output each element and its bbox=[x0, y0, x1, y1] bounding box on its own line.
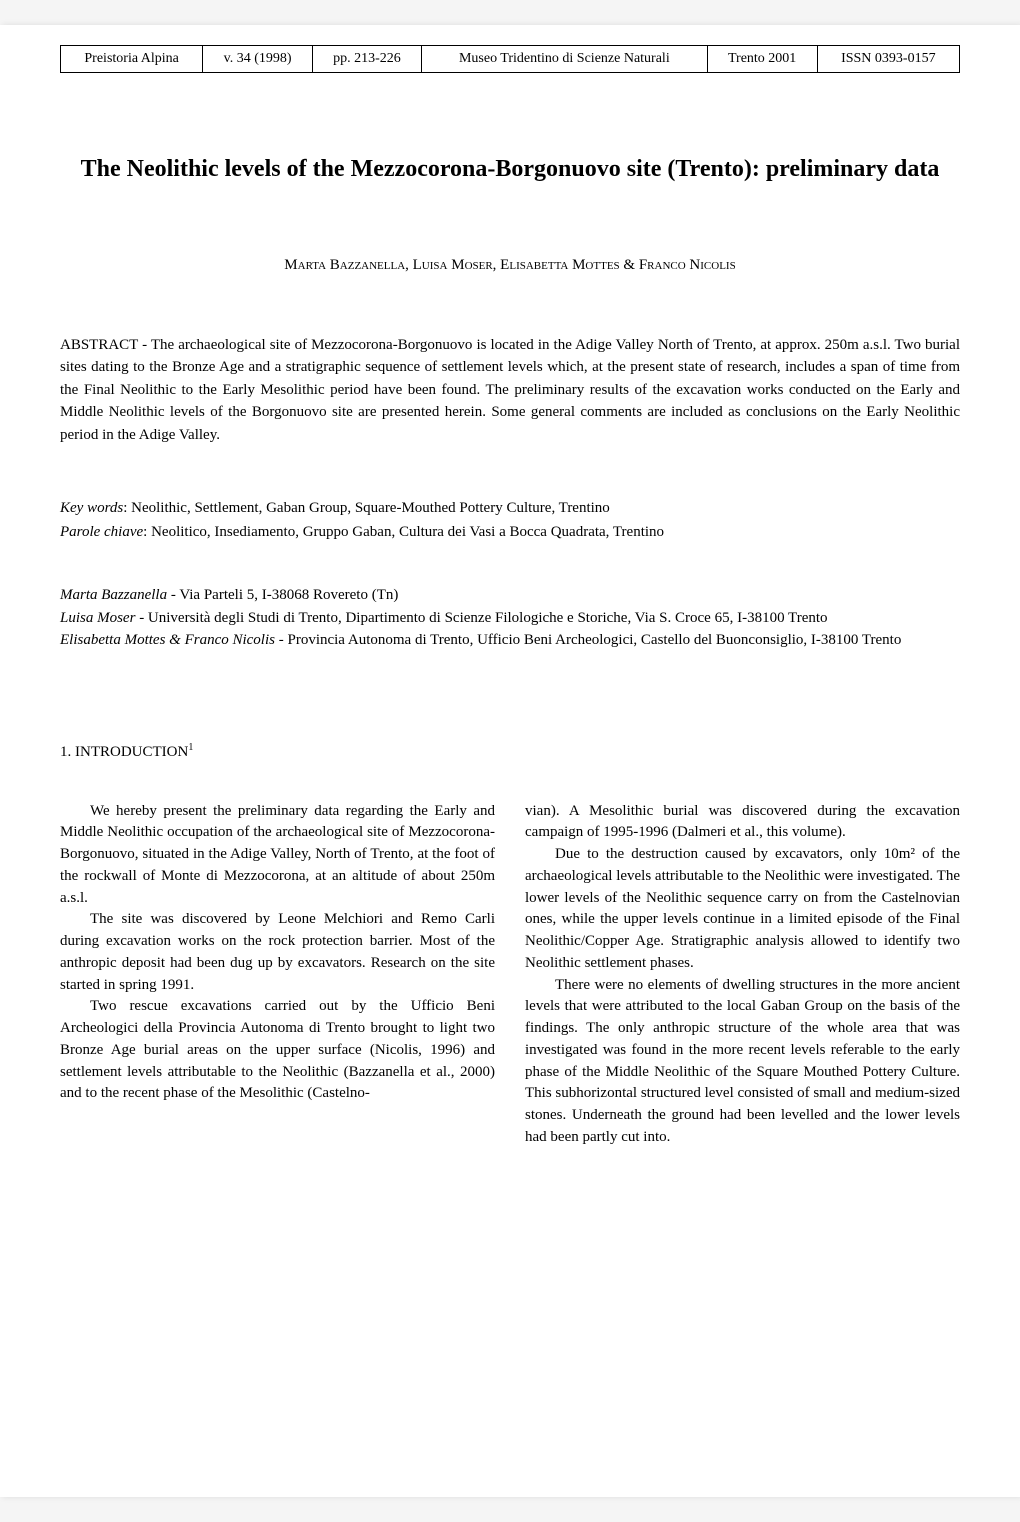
journal-header-table: Preistoria Alpina v. 34 (1998) pp. 213-2… bbox=[60, 45, 960, 73]
article-title: The Neolithic levels of the Mezzocorona-… bbox=[60, 153, 960, 187]
keywords-en-text: : Neolithic, Settlement, Gaban Group, Sq… bbox=[123, 500, 610, 516]
affiliation-text: - Via Parteli 5, I-38068 Rovereto (Tn) bbox=[167, 587, 398, 603]
body-columns: We hereby present the preliminary data r… bbox=[60, 801, 960, 1149]
keywords-block: Key words: Neolithic, Settlement, Gaban … bbox=[60, 496, 960, 544]
journal-cell: Preistoria Alpina bbox=[61, 46, 203, 73]
abstract-label: ABSTRACT - bbox=[60, 337, 151, 353]
authors-line: Marta Bazzanella, Luisa Moser, Elisabett… bbox=[60, 257, 960, 274]
affiliation-name: Elisabetta Mottes & Franco Nicolis bbox=[60, 632, 275, 648]
body-paragraph: Two rescue excavations carried out by th… bbox=[60, 996, 495, 1105]
pages-cell: pp. 213-226 bbox=[312, 46, 421, 73]
affiliation-name: Luisa Moser bbox=[60, 610, 135, 626]
section-heading: 1. INTRODUCTION1 bbox=[60, 742, 960, 761]
affiliation-row: Elisabetta Mottes & Franco Nicolis - Pro… bbox=[60, 629, 960, 652]
affiliation-text: - Università degli Studi di Trento, Dipa… bbox=[135, 610, 827, 626]
page-container: Preistoria Alpina v. 34 (1998) pp. 213-2… bbox=[0, 25, 1020, 1497]
body-paragraph: vian). A Mesolithic burial was discovere… bbox=[525, 801, 960, 845]
keywords-it-text: : Neolitico, Insediamento, Gruppo Gaban,… bbox=[143, 524, 664, 540]
issn-cell: ISSN 0393-0157 bbox=[817, 46, 959, 73]
affiliations-block: Marta Bazzanella - Via Parteli 5, I-3806… bbox=[60, 584, 960, 652]
section-number-title: 1. INTRODUCTION bbox=[60, 744, 188, 760]
right-column: vian). A Mesolithic burial was discovere… bbox=[525, 801, 960, 1149]
keywords-it-label: Parole chiave bbox=[60, 524, 143, 540]
affiliation-name: Marta Bazzanella bbox=[60, 587, 167, 603]
keywords-it: Parole chiave: Neolitico, Insediamento, … bbox=[60, 520, 960, 544]
abstract-text: The archaeological site of Mezzocorona-B… bbox=[60, 337, 960, 443]
body-paragraph: We hereby present the preliminary data r… bbox=[60, 801, 495, 910]
volume-cell: v. 34 (1998) bbox=[203, 46, 313, 73]
affiliation-row: Luisa Moser - Università degli Studi di … bbox=[60, 607, 960, 630]
keywords-en-label: Key words bbox=[60, 500, 123, 516]
body-paragraph: The site was discovered by Leone Melchio… bbox=[60, 909, 495, 996]
left-column: We hereby present the preliminary data r… bbox=[60, 801, 495, 1149]
affiliation-row: Marta Bazzanella - Via Parteli 5, I-3806… bbox=[60, 584, 960, 607]
abstract-block: ABSTRACT - The archaeological site of Me… bbox=[60, 334, 960, 447]
section-footnote-ref: 1 bbox=[188, 742, 193, 753]
body-paragraph: Due to the destruction caused by excavat… bbox=[525, 844, 960, 975]
body-paragraph: There were no elements of dwelling struc… bbox=[525, 975, 960, 1149]
location-year-cell: Trento 2001 bbox=[707, 46, 817, 73]
keywords-en: Key words: Neolithic, Settlement, Gaban … bbox=[60, 496, 960, 520]
affiliation-text: - Provincia Autonoma di Trento, Ufficio … bbox=[275, 632, 901, 648]
publisher-cell: Museo Tridentino di Scienze Naturali bbox=[422, 46, 708, 73]
